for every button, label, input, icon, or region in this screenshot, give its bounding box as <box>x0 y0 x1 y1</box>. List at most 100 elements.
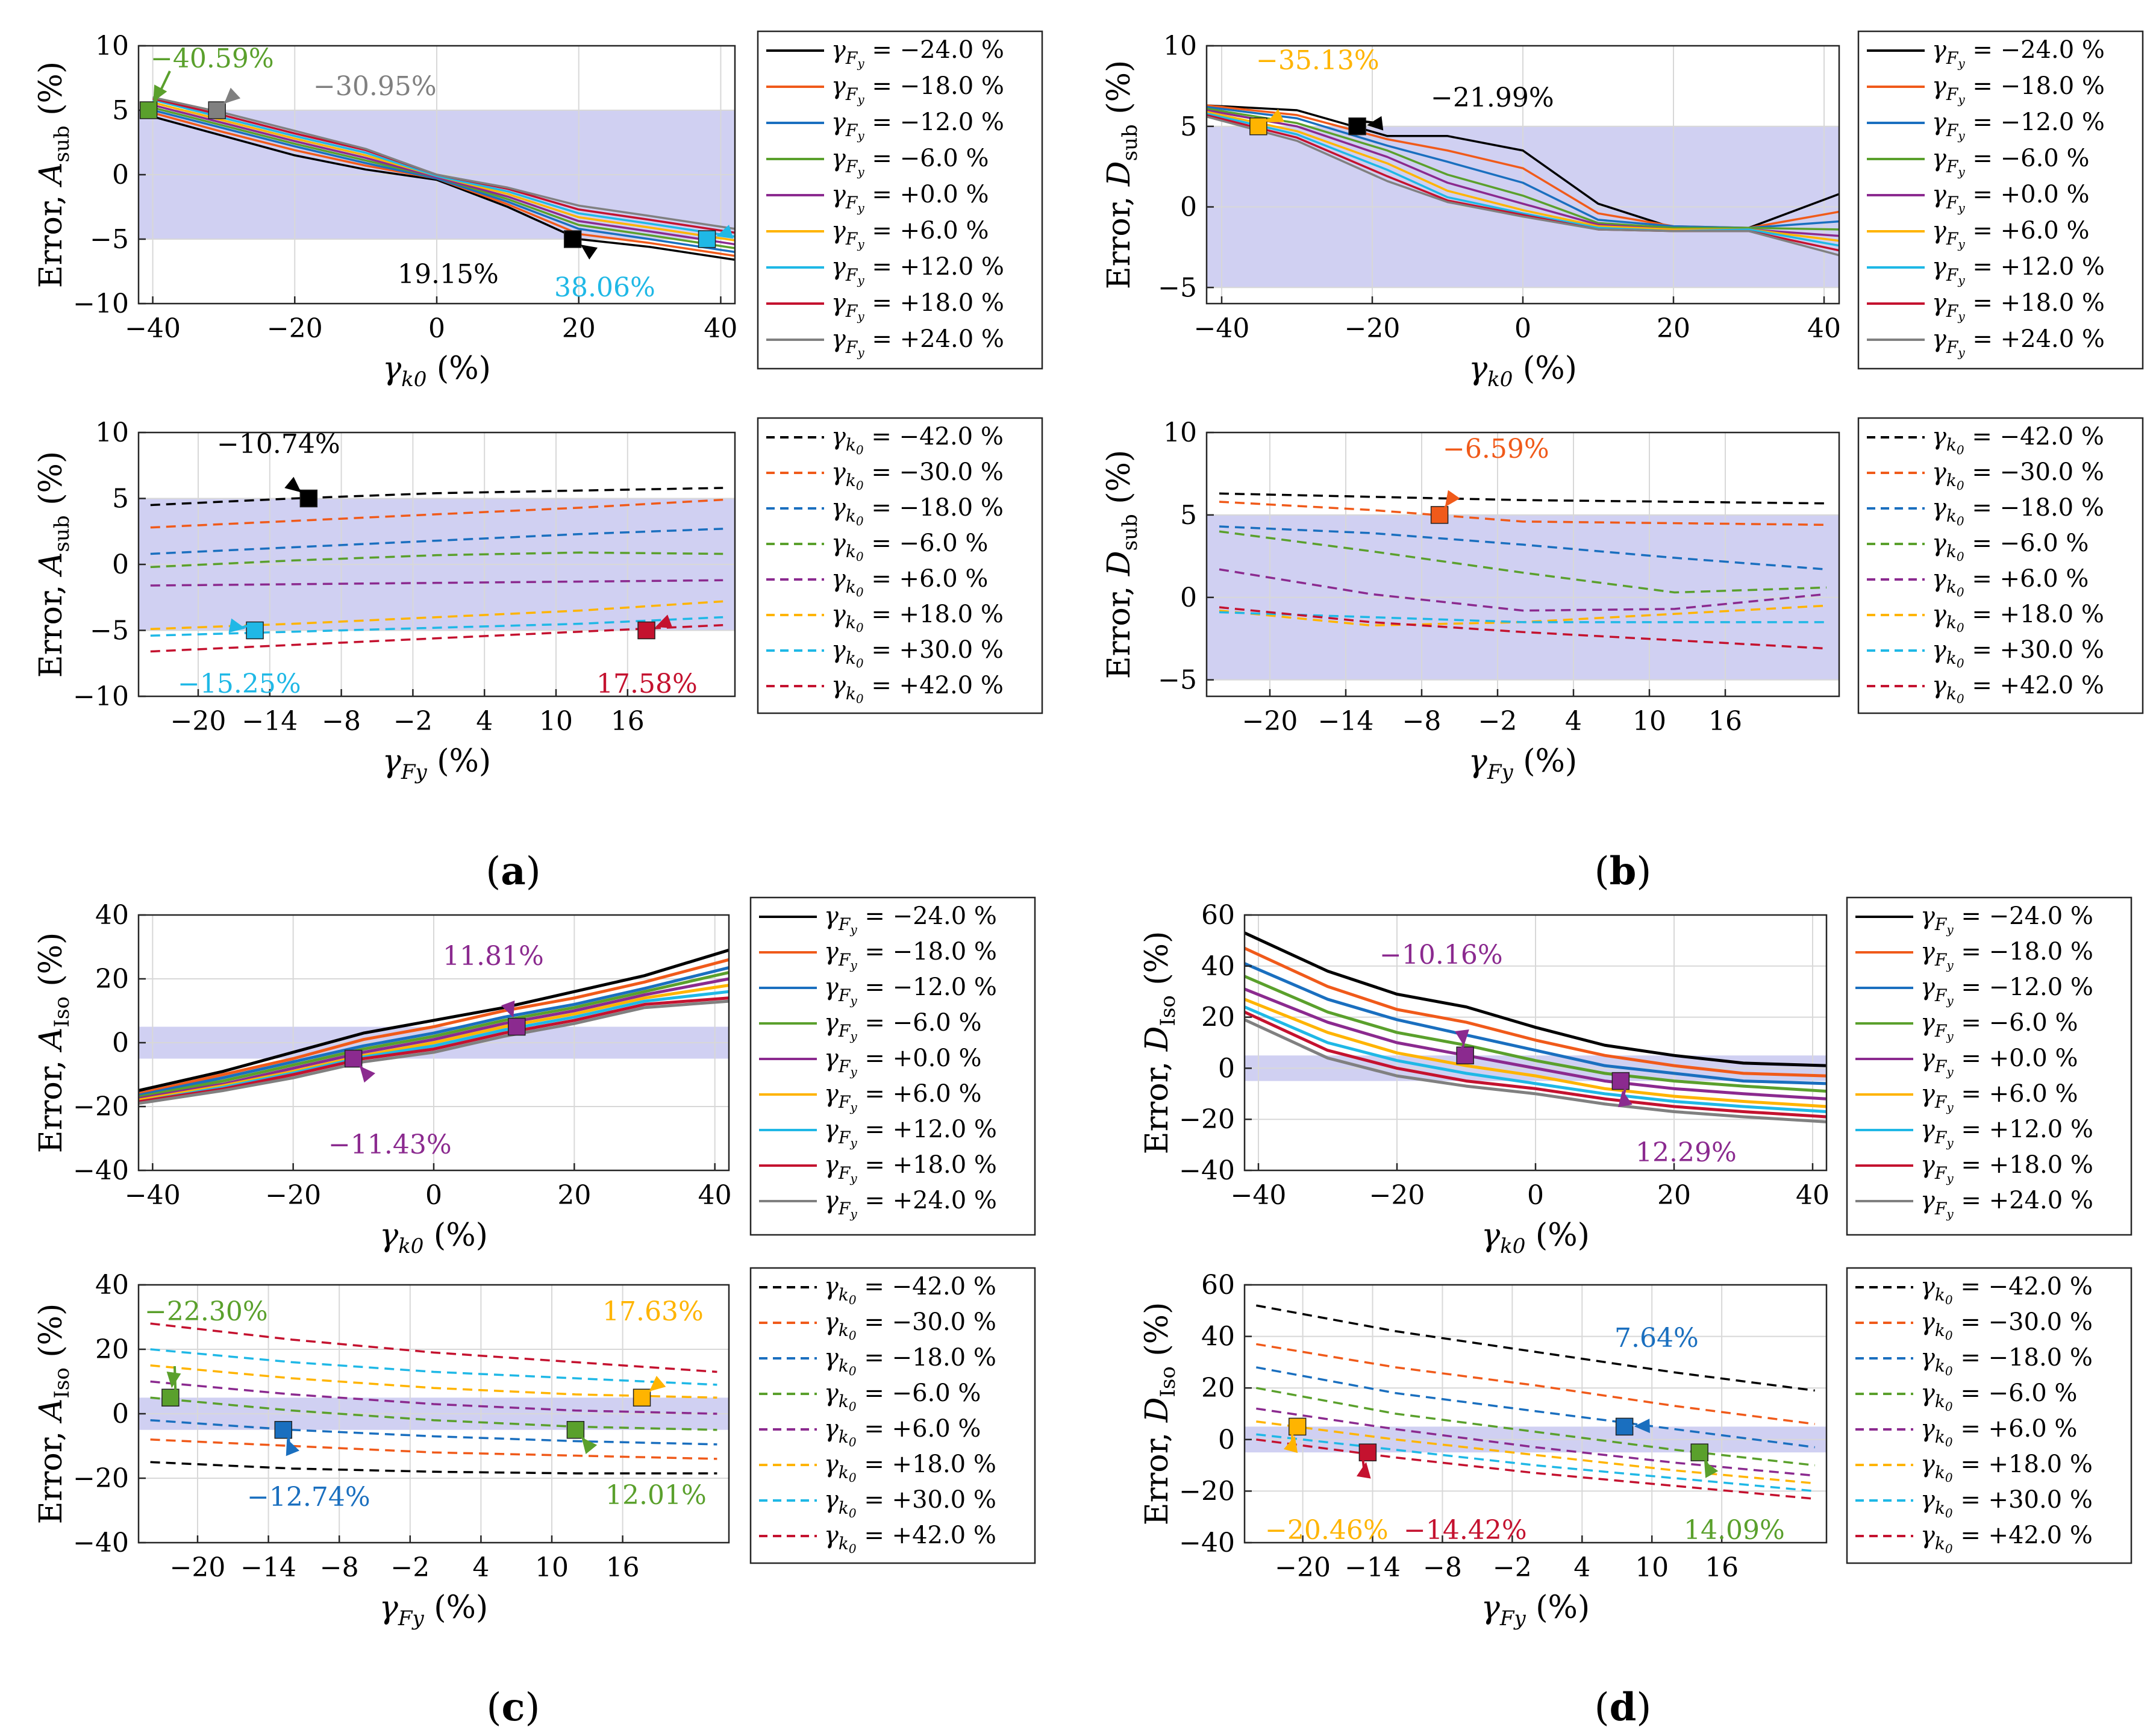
y-tick-label: 10 <box>95 417 129 448</box>
y-tick-label: −40 <box>1179 1155 1235 1186</box>
legend: γFy = −24.0 %γFy = −18.0 %γFy = −12.0 %γ… <box>757 30 1043 370</box>
annotation-label: 7.64% <box>1614 1323 1699 1354</box>
y-tick-label: −40 <box>73 1528 129 1558</box>
y-tick-label: 0 <box>1180 582 1197 613</box>
y-tick-label: −5 <box>1158 272 1197 303</box>
legend-label: γk0 = +18.0 % <box>1932 601 2104 635</box>
y-axis-label: Error, AIso (%) <box>33 932 74 1154</box>
legend-label: γFy = −24.0 % <box>824 902 997 937</box>
series-line <box>150 623 723 653</box>
annotation-arrowhead <box>153 84 167 102</box>
legend-label: γFy = −12.0 % <box>831 108 1004 143</box>
x-tick-label: 10 <box>535 1552 569 1583</box>
legend-label: γk0 = −6.0 % <box>1932 529 2089 564</box>
annotation-label: −40.59% <box>151 43 274 74</box>
y-tick-label: 20 <box>95 1334 129 1365</box>
legend-label: γk0 = −30.0 % <box>1932 458 2104 493</box>
legend-label: γk0 = −42.0 % <box>831 423 1004 457</box>
annotation-arrowhead <box>581 1437 598 1454</box>
annotation-label: 12.01% <box>605 1480 707 1511</box>
x-tick-label: 10 <box>1633 706 1666 737</box>
series-line <box>150 487 723 507</box>
legend-label: γk0 = −6.0 % <box>831 529 988 564</box>
y-tick-label: −20 <box>1179 1476 1235 1507</box>
series-line <box>1243 1010 1827 1119</box>
series-line <box>138 970 730 1099</box>
legend-label: γFy = +6.0 % <box>824 1080 981 1114</box>
series-line <box>1256 1343 1815 1425</box>
y-axis-label: Error, DIso (%) <box>1139 931 1180 1155</box>
series-line <box>1256 1304 1815 1392</box>
marker-square <box>508 1017 526 1036</box>
series-line <box>1243 946 1827 1078</box>
x-tick-label: −14 <box>242 706 298 737</box>
legend-label: γk0 = −42.0 % <box>824 1273 996 1307</box>
annotation-label: −6.59% <box>1443 434 1549 464</box>
annotation-arrowhead <box>649 1375 666 1391</box>
series-line <box>152 96 736 230</box>
y-tick-label: 5 <box>112 95 129 126</box>
legend-label: γFy = +12.0 % <box>1920 1116 2093 1150</box>
series-line <box>1244 975 1827 1093</box>
legend-label: γk0 = −42.0 % <box>1932 423 2104 457</box>
x-tick-label: −2 <box>390 1552 430 1583</box>
annotation-arrowhead <box>284 476 301 493</box>
series-line <box>152 99 736 238</box>
x-tick-label: −14 <box>1318 706 1374 737</box>
x-tick-label: −2 <box>393 706 433 737</box>
legend-label: γFy = +24.0 % <box>1932 325 2105 360</box>
y-axis-label: Error, Asub (%) <box>33 61 74 288</box>
y-tick-label: 40 <box>95 900 129 931</box>
annotation-label: −10.16% <box>1380 940 1503 970</box>
annotation-arrowhead <box>655 614 673 628</box>
x-tick-label: 4 <box>1573 1552 1590 1583</box>
y-tick-label: 0 <box>112 1399 129 1429</box>
series-line <box>1219 606 1827 650</box>
annotation-arrowhead <box>1283 1435 1298 1454</box>
series-line <box>138 948 730 1092</box>
y-tick-label: 5 <box>1180 500 1197 531</box>
legend-box <box>749 896 1036 1236</box>
y-tick-label: −10 <box>73 681 129 712</box>
legend-label: γFy = −6.0 % <box>1932 145 2089 179</box>
annotation-label: 12.29% <box>1636 1137 1737 1168</box>
annotation-arrowhead <box>1704 1461 1719 1478</box>
annotation-arrowhead <box>223 87 241 104</box>
x-axis-label: γk0 (%) <box>380 1217 488 1258</box>
y-tick-label: 20 <box>1201 1002 1235 1033</box>
y-tick-label: 20 <box>1201 1373 1235 1404</box>
panel-label-a: (a) <box>486 849 540 894</box>
series-line <box>1243 1018 1827 1123</box>
chart-panel-d-top: −40 −20 0 20 40 −40 −20 0 20 40 60 γk0 (%) Error, DI… <box>1139 896 2133 1258</box>
panel-label-d: (d) <box>1595 1685 1652 1730</box>
x-tick-label: 0 <box>1527 1180 1544 1211</box>
annotation-label: 17.58% <box>596 669 698 699</box>
x-tick-label: 10 <box>1635 1552 1669 1583</box>
annotation-arrowhead <box>716 225 734 239</box>
legend-label: γFy = +18.0 % <box>831 289 1004 323</box>
legend-label: γFy = +6.0 % <box>1932 217 2089 251</box>
annotation-label: −30.95% <box>313 71 437 102</box>
y-axis-label: Error, Asub (%) <box>33 451 74 678</box>
legend-label: γk0 = +42.0 % <box>1932 672 2104 706</box>
x-tick-label: 4 <box>476 706 493 737</box>
y-tick-label: −10 <box>73 289 129 319</box>
series-line <box>1256 1407 1815 1477</box>
series-line <box>152 116 736 261</box>
legend-label: γFy = −18.0 % <box>831 72 1004 107</box>
series-line <box>1243 931 1827 1067</box>
marker-square <box>698 230 716 248</box>
legend-label: γFy = −24.0 % <box>831 36 1004 70</box>
annotation-arrowhead <box>1634 1419 1650 1434</box>
series-line <box>138 966 730 1097</box>
y-axis-label: Error, Dsub (%) <box>1101 60 1142 290</box>
annotation-arrowhead <box>1367 116 1384 131</box>
x-tick-label: −20 <box>170 1552 226 1583</box>
legend-label: γFy = +0.0 % <box>824 1044 981 1079</box>
legend-label: γFy = −6.0 % <box>831 145 989 179</box>
marker-square <box>1249 117 1267 136</box>
series-line <box>150 1419 717 1446</box>
annotation-arrow <box>574 240 579 245</box>
annotation-arrow <box>1459 1044 1465 1051</box>
x-tick-label: −8 <box>1402 706 1442 737</box>
